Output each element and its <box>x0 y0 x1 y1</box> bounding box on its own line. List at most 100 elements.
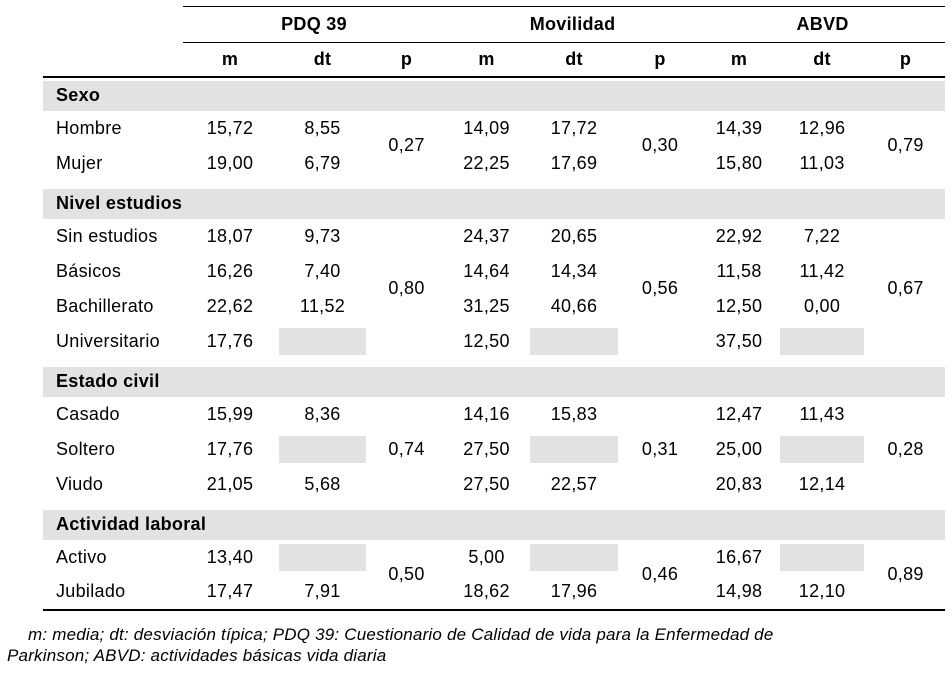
cell-abvd-m: 20,83 <box>715 473 763 494</box>
subheader-pdq-p: p <box>368 42 446 78</box>
footnote-line-2: Parkinson; ABVD: actividades básicas vid… <box>7 645 387 665</box>
section-row-sexo: Sexo <box>43 77 946 111</box>
cell-abvd-m: 14,98 <box>715 581 763 601</box>
cell-mov-m: 22,25 <box>463 152 510 173</box>
empty-shaded-cell <box>277 432 368 467</box>
cell-abvd-dt: 11,03 <box>799 152 845 173</box>
document-page: PDQ 39 Movilidad ABVD m dt p m dt p m dt… <box>0 6 951 680</box>
cell-abvd-m: 25,00 <box>715 438 763 459</box>
table-row-hombre: Hombre 15,72 8,55 0,27 14,09 17,72 0,30 … <box>43 111 945 156</box>
cell-mov-p: 0,56 <box>641 278 679 298</box>
empty-shaded-cell <box>778 324 866 359</box>
cell-mov-m: 14,16 <box>463 403 510 424</box>
table-row-viudo: Viudo 21,05 5,68 27,50 22,57 20,83 12,14 <box>43 467 945 502</box>
row-label: Viudo <box>56 473 104 494</box>
cell-mov-dt: 17,69 <box>550 152 598 173</box>
cell-abvd-dt: 11,43 <box>799 403 845 424</box>
empty-shaded-cell <box>778 432 866 467</box>
corner-blank-cell <box>43 42 183 78</box>
row-label: Activo <box>56 546 107 567</box>
cell-pdq-m: 17,47 <box>206 581 254 601</box>
cell-abvd-m: 12,47 <box>715 403 763 424</box>
cell-pdq-dt: 8,36 <box>304 403 341 424</box>
cell-mov-m: 31,25 <box>463 295 510 316</box>
group-header-abvd: ABVD <box>700 6 946 43</box>
shaded-fill <box>780 435 865 463</box>
row-label: Casado <box>56 403 120 424</box>
cell-abvd-dt: 11,42 <box>799 260 845 281</box>
subheader-pdq-dt: dt <box>277 42 368 78</box>
shaded-fill <box>279 543 366 571</box>
table-footnote: m: media; dt: desviación típica; PDQ 39:… <box>7 624 937 666</box>
section-title: Nivel estudios <box>43 188 946 219</box>
cell-mov-m: 14,09 <box>463 117 510 138</box>
cell-pdq-dt: 9,73 <box>304 225 341 246</box>
cell-abvd-dt: 12,10 <box>798 581 846 601</box>
cell-mov-m: 18,62 <box>463 581 510 601</box>
cell-mov-m: 12,50 <box>463 330 510 351</box>
subheader-mov-dt: dt <box>528 42 621 78</box>
shaded-fill <box>780 543 865 571</box>
cell-mov-dt: 20,65 <box>550 225 598 246</box>
row-label: Básicos <box>56 260 122 281</box>
shaded-fill <box>530 435 619 463</box>
cell-mov-p: 0,31 <box>641 438 679 459</box>
shaded-fill <box>530 327 619 355</box>
section-cell: Nivel estudios <box>43 181 946 219</box>
table-row-universitario: Universitario 17,76 12,50 37,50 <box>43 324 945 359</box>
subheader-abvd-dt: dt <box>778 42 867 78</box>
cell-abvd-p: 0,28 <box>887 438 924 459</box>
section-title: Sexo <box>43 80 946 111</box>
row-label: Sin estudios <box>56 225 158 246</box>
cell-mov-m: 5,00 <box>468 546 505 567</box>
row-label: Bachillerato <box>56 295 154 316</box>
table-row-casado: Casado 15,99 8,36 0,74 14,16 15,83 0,31 … <box>43 397 945 459</box>
cell-mov-dt: 40,66 <box>550 295 598 316</box>
cell-abvd-dt: 0,00 <box>803 295 841 316</box>
cell-pdq-p: 0,74 <box>388 438 425 459</box>
subheader-abvd-m: m <box>700 42 779 78</box>
cell-pdq-m: 17,76 <box>206 438 254 459</box>
cell-pdq-m: 19,00 <box>206 152 254 173</box>
section-row-nivel-estudios: Nivel estudios <box>43 181 946 219</box>
cell-pdq-m: 22,62 <box>206 295 254 316</box>
table-row-sin-estudios: Sin estudios 18,07 9,73 0,80 24,37 20,65… <box>43 219 945 299</box>
subheader-mov-p: p <box>620 42 701 78</box>
cell-mov-dt: 17,72 <box>550 117 598 138</box>
cell-pdq-dt: 7,40 <box>304 260 341 281</box>
cell-abvd-m: 22,92 <box>715 225 763 246</box>
table-row-soltero: Soltero 17,76 27,50 25,00 <box>43 432 945 467</box>
cell-pdq-dt: 11,52 <box>299 295 346 316</box>
cell-abvd-m: 14,39 <box>715 117 763 138</box>
section-row-actividad-laboral: Actividad laboral <box>43 502 946 540</box>
shaded-fill <box>530 543 619 571</box>
shaded-fill <box>279 327 366 355</box>
cell-mov-p: 0,46 <box>641 563 679 584</box>
section-row-estado-civil: Estado civil <box>43 359 946 397</box>
cell-abvd-m: 37,50 <box>715 330 763 351</box>
row-label: Universitario <box>56 330 160 351</box>
empty-shaded-cell <box>277 324 368 359</box>
empty-shaded-cell <box>778 540 866 575</box>
group-header-pdq39: PDQ 39 <box>183 6 446 43</box>
cell-abvd-p: 0,89 <box>887 563 924 584</box>
group-header-movilidad: Movilidad <box>445 6 701 43</box>
cell-mov-m: 14,64 <box>463 260 510 281</box>
empty-shaded-cell <box>528 432 620 467</box>
cell-pdq-p: 0,50 <box>388 563 425 584</box>
cell-mov-p: 0,30 <box>641 135 679 155</box>
cell-pdq-m: 15,72 <box>206 117 254 138</box>
cell-abvd-m: 16,67 <box>715 546 763 567</box>
row-label: Hombre <box>56 117 122 138</box>
table-row-basicos: Básicos 16,26 7,40 14,64 14,34 11,58 11,… <box>43 254 945 289</box>
subheader-abvd-p: p <box>866 42 946 78</box>
cell-mov-m: 24,37 <box>463 225 510 246</box>
cell-abvd-dt: 7,22 <box>803 225 841 246</box>
section-cell: Sexo <box>43 77 946 111</box>
cell-abvd-dt: 12,96 <box>798 117 846 138</box>
cell-mov-dt: 15,83 <box>550 403 598 424</box>
cell-mov-dt: 14,34 <box>550 260 598 281</box>
cell-abvd-m: 12,50 <box>715 295 763 316</box>
cell-pdq-m: 16,26 <box>206 260 254 281</box>
section-title: Estado civil <box>43 366 946 397</box>
